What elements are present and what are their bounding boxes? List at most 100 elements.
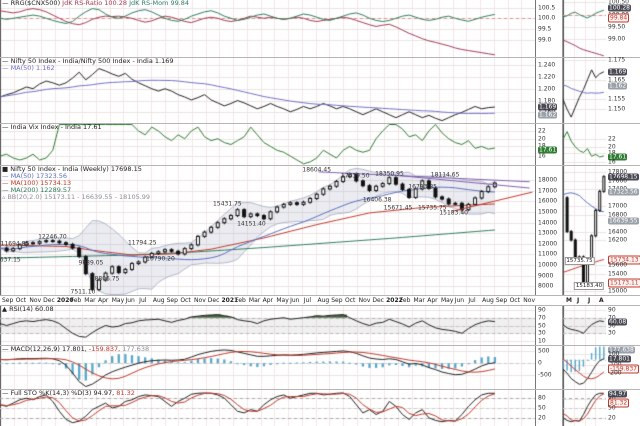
axis-badge: -159.837 (608, 364, 639, 374)
axis-tick-label: -200 (608, 369, 622, 377)
price-annotation: 17639.50 (340, 172, 370, 180)
sto-plot-area: — Full STO %K(14,3) %D(3) 94.97, 81.32 (0, 390, 536, 426)
sto-legend: — Full STO %K(14,3) %D(3) 94.97, 81.32 (2, 390, 135, 397)
x-axis-month-label: Apr (98, 297, 109, 304)
ratio-plot-area: — Nifty 50 Index - India/Nifty 500 Index… (0, 58, 536, 123)
axis-tick-label: 8000 (538, 282, 554, 290)
x-axis-month-label: May (440, 297, 454, 304)
x-axis-month-label: Dec (43, 297, 55, 304)
legend-text: — MA(100) 15734.13 (2, 179, 72, 187)
legend-text: — MA(50) 1.162 (2, 64, 55, 72)
axis-badge: 1.162 (608, 82, 628, 90)
axis-tick-label: 50 (538, 322, 546, 329)
axis-tick-label: 90 (608, 306, 616, 314)
price-mini-chart: 15735.75 15183.40 (562, 166, 606, 295)
rsi-plot-area: ▲ RSI(14) 60.08 (0, 306, 536, 345)
axis-tick-label: 1.180 (538, 97, 556, 105)
axis-tick-label: 80 (538, 394, 546, 402)
rrg-mini-chart (562, 0, 606, 57)
x-axis-month-label: Jun (125, 297, 135, 304)
axis-tick-label: 99.00 (608, 35, 626, 43)
axis-tick-label: 15600 (608, 261, 628, 269)
axis-badge: 17.61 (538, 146, 558, 154)
axis-tick-label: 1.155 (608, 95, 626, 103)
x-axis-month-label: Jul (468, 297, 476, 304)
axis-tick-label: 17600 (608, 177, 628, 185)
price-annotation: 8806.75 (94, 275, 120, 283)
axis-tick-label: 99.5 (538, 25, 552, 33)
legend-text: ■ Nifty 50 Index - India (Weekly) 17698.… (2, 166, 142, 173)
price-annotation: 7511.10 (70, 288, 96, 295)
axis-tick-label: 16200 (608, 236, 628, 244)
axis-tick-label: 10 (538, 337, 546, 345)
macd-plot-area: — MACD(12,26,9) 17.801, -159.837, 177.63… (0, 346, 536, 389)
axis-tick-label: 16 (608, 158, 616, 166)
axis-tick-label: 30 (608, 329, 616, 337)
macd-mini-chart (562, 346, 606, 389)
ratio-legend: — Nifty 50 Index - India/Nifty 500 Index… (2, 58, 174, 72)
axis-badge: 17.61 (608, 153, 628, 161)
price-mini-annotation: 15735.75 (564, 257, 595, 266)
axis-tick-label: 20 (608, 143, 616, 151)
x-axis-month-label: Sep (2, 297, 14, 304)
axis-tick-label: 15000 (608, 287, 628, 295)
panel-price: ■ Nifty 50 Index - India (Weekly) 17698.… (0, 166, 640, 296)
axis-tick-label: 50 (608, 322, 616, 330)
axis-tick-label: 100.0 (538, 14, 556, 22)
panel-macd: — MACD(12,26,9) 17.801, -159.837, 177.63… (0, 346, 640, 390)
legend-text: JdK RS-Ratio 100.28 (60, 0, 128, 7)
price-legend: ■ Nifty 50 Index - India (Weekly) 17698.… (2, 166, 150, 201)
x-axis-month-label: Oct (344, 297, 356, 304)
x-axis-month-label: Nov (194, 297, 206, 304)
x-axis-month-label: Mar (84, 297, 96, 304)
axis-badge: 60.08 (608, 318, 628, 326)
axis-tick-label: 70 (608, 314, 616, 321)
x-axis-month-label: Feb (235, 297, 246, 304)
x-axis-month-label: 2020 (56, 297, 74, 304)
axis-tick-label: 0 (538, 359, 542, 367)
axis-tick-label: 16 (538, 152, 546, 160)
legend-text: — Nifty 50 Index - India/Nifty 500 Index… (2, 58, 174, 65)
axis-tick-label: 100.5 (538, 4, 556, 12)
axis-tick-label: 22 (538, 127, 546, 135)
legend-text: — MACD(12,26,9) 17.801, (2, 346, 87, 353)
axis-tick-label: 100.50 (608, 0, 629, 6)
axis-badge: 94.97 (608, 390, 628, 398)
mini-x-axis-month-label: J (588, 297, 591, 304)
x-axis-month-label: Feb (70, 297, 82, 304)
x-axis-month-label: May (111, 297, 125, 304)
price-annotation: 15735.75 (417, 204, 447, 212)
axis-badge: 100.28 (608, 4, 631, 12)
legend-text: — MA(200) 12289.57 (2, 186, 72, 194)
axis-tick-label: 20 (538, 135, 546, 143)
axis-badge: 17.801 (608, 355, 631, 363)
axis-tick-label: 15000 (538, 208, 558, 216)
x-axis-month-label: 2021 (221, 297, 239, 304)
legend-text: ▵ BB(20,2.0) 15173.11 - 16639.55 - 18105… (2, 193, 151, 201)
x-axis-month-label: Aug (317, 297, 330, 304)
mini-x-axis-month-label: M (566, 297, 572, 304)
rrg-axis: 100.5 100.0 99.5 99.0 (537, 0, 562, 57)
x-axis-month-label: Nov (358, 297, 371, 304)
vix-plot-area: — India Vix Index - India 17.61 (0, 124, 536, 165)
price-mini-axis: 1780017698.15176001740017323.56170001680… (607, 166, 640, 295)
mini-x-axis-month-label: A (599, 297, 604, 304)
axis-tick-label: 17000 (608, 202, 628, 210)
axis-tick-label: 1.200 (538, 85, 556, 93)
x-axis-month-label: Nov (29, 297, 42, 304)
axis-tick-label: 14000 (538, 219, 558, 226)
axis-tick-label: 13000 (538, 229, 558, 237)
sto-mini-chart (562, 390, 606, 426)
axis-tick-label: 50 (608, 404, 616, 412)
x-axis-month-label: Mar (413, 297, 425, 304)
axis-tick-label: 18 (538, 143, 546, 150)
x-axis-month-label: Apr (262, 297, 274, 304)
axis-badge: 1.169 (608, 68, 628, 76)
axis-badge: 177.638 (608, 346, 635, 354)
axis-tick-label: 11000 (538, 250, 558, 258)
panel-ratio: — Nifty 50 Index - India/Nifty 500 Index… (0, 56, 640, 124)
